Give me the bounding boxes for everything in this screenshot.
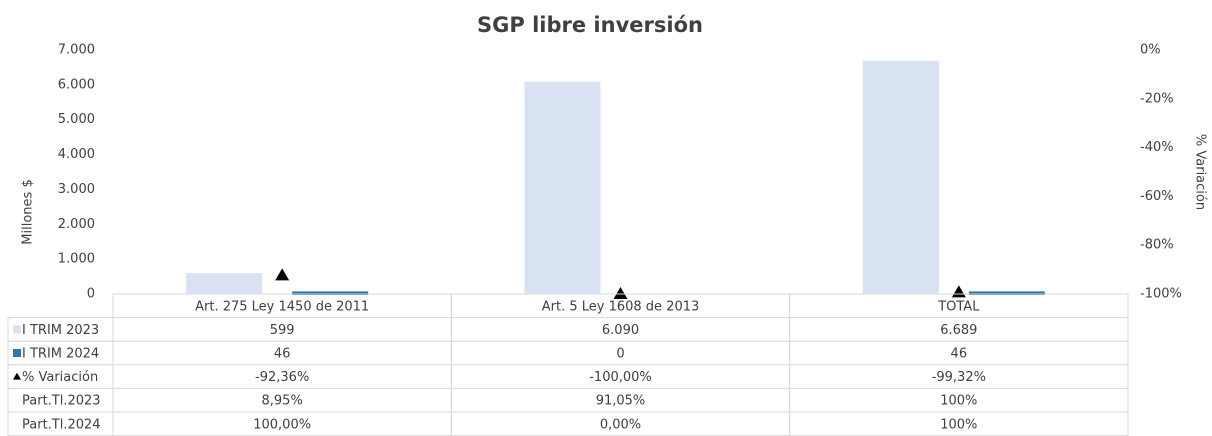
table-value: 599	[270, 323, 295, 338]
bar	[292, 291, 369, 295]
y2-axis-label: % Variación	[1193, 134, 1208, 210]
triangle-marker	[613, 287, 628, 299]
y2-tick-label: -40%	[1140, 140, 1174, 155]
legend-swatch	[13, 349, 21, 357]
legend-swatch	[13, 372, 21, 380]
x-tick-label: Art. 5 Ley 1608 de 2013	[542, 299, 700, 314]
table-value: -99,32%	[932, 370, 986, 385]
table-value: -92,36%	[255, 370, 309, 385]
triangle-marker	[275, 268, 290, 281]
bar	[524, 81, 601, 294]
y-tick-label: 3.000	[58, 182, 95, 197]
legend-label: I TRIM 2024	[22, 347, 99, 362]
legend-swatch	[13, 325, 21, 334]
y2-tick-label: -100%	[1140, 287, 1182, 302]
y-tick-label: 1.000	[58, 252, 95, 267]
y2-tick-label: -60%	[1140, 189, 1174, 204]
table-value: 6.689	[940, 323, 977, 338]
bar	[186, 273, 263, 294]
legend-label: Part.Tl.2023	[22, 394, 101, 409]
y-tick-label: 5.000	[58, 112, 95, 127]
x-tick-label: TOTAL	[937, 299, 980, 314]
triangle-marker	[951, 285, 966, 298]
table-value: 100%	[940, 417, 977, 432]
table-value: 0,00%	[600, 417, 641, 432]
legend-label: I TRIM 2023	[22, 323, 99, 338]
table-value: 46	[951, 347, 968, 362]
table-value: 91,05%	[596, 394, 646, 409]
y-tick-label: 2.000	[58, 217, 95, 232]
y-tick-label: 7.000	[58, 43, 95, 58]
y-tick-label: 0	[87, 287, 95, 302]
table-value: 100%	[940, 394, 977, 409]
chart-title: SGP libre inversión	[477, 13, 703, 37]
bar	[862, 60, 939, 294]
x-tick-label: Art. 275 Ley 1450 de 2011	[195, 299, 369, 314]
legend-label: % Variación	[22, 370, 98, 385]
y2-tick-label: 0%	[1140, 43, 1161, 58]
table-value: 100,00%	[253, 417, 311, 432]
y-tick-label: 6.000	[58, 77, 95, 92]
table-value: 0	[616, 347, 624, 362]
table-value: 46	[274, 347, 291, 362]
y-axis-label: Millones $	[21, 179, 36, 244]
y2-tick-label: -20%	[1140, 91, 1174, 106]
table-value: -100,00%	[589, 370, 652, 385]
table-value: 8,95%	[262, 394, 303, 409]
y-tick-label: 4.000	[58, 147, 95, 162]
legend-label: Part.Tl.2024	[22, 417, 101, 432]
table-value: 6.090	[602, 323, 639, 338]
y2-tick-label: -80%	[1140, 238, 1174, 253]
bar	[968, 291, 1045, 295]
